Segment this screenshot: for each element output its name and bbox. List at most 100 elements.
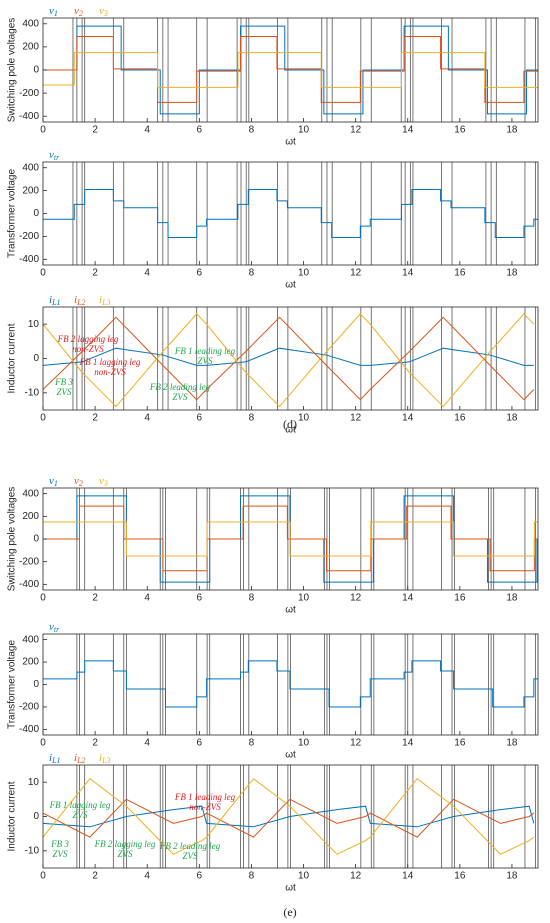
x-tick-label: 14 <box>402 871 414 882</box>
x-tick-label: 14 <box>402 413 414 424</box>
y-tick-label: -200 <box>19 231 39 242</box>
x-axis-label: ωt <box>285 605 296 616</box>
series-label: v1 <box>49 5 58 18</box>
annotation: FB 2 lagging leg <box>94 839 156 849</box>
series-line <box>43 25 538 115</box>
x-tick-label: 2 <box>92 593 98 604</box>
x-tick-label: 2 <box>92 738 98 749</box>
y-axis-label: Transformer voltage <box>7 640 18 730</box>
x-tick-label: 6 <box>197 125 203 136</box>
y-tick-label: 400 <box>22 162 39 173</box>
x-tick-label: 4 <box>144 871 150 882</box>
annotation: non-ZVS <box>189 802 221 812</box>
y-tick-label: 200 <box>22 185 39 196</box>
annotation: ZVS <box>172 392 188 402</box>
x-tick-label: 6 <box>197 413 203 424</box>
y-tick-label: 0 <box>33 811 39 822</box>
plot-area <box>43 162 538 265</box>
x-tick-label: 6 <box>197 738 203 749</box>
y-axis-label: Switching pole voltages <box>7 487 18 592</box>
x-tick-label: 8 <box>249 593 255 604</box>
x-tick-label: 18 <box>506 593 518 604</box>
x-tick-label: 8 <box>249 268 255 279</box>
series-label: v3 <box>99 475 108 488</box>
y-tick-label: 200 <box>22 511 39 522</box>
series-line <box>43 798 535 838</box>
series-line <box>43 660 538 708</box>
annotation: FB 3 <box>50 839 69 849</box>
y-axis-label: Transformer voltage <box>7 169 18 259</box>
annotation: FB 1 leading leg <box>174 346 236 356</box>
y-tick-label: 200 <box>22 42 39 53</box>
x-tick-label: 0 <box>40 593 46 604</box>
x-tick-label: 16 <box>454 593 466 604</box>
series-line <box>43 347 534 366</box>
series-label: vtr <box>49 149 60 162</box>
series-line <box>43 35 538 103</box>
series-line <box>43 805 535 828</box>
x-tick-label: 10 <box>298 268 310 279</box>
series-label: iL1 <box>49 752 61 765</box>
y-tick-label: 200 <box>22 657 39 668</box>
x-tick-label: 16 <box>454 413 466 424</box>
y-tick-label: 400 <box>22 18 39 29</box>
series-label: iL2 <box>74 752 86 765</box>
y-tick-label: -200 <box>19 88 39 99</box>
x-tick-label: 2 <box>92 125 98 136</box>
x-tick-label: 0 <box>40 738 46 749</box>
series-label: v2 <box>74 5 83 18</box>
x-tick-label: 10 <box>298 413 310 424</box>
annotation: ZVS <box>197 356 213 366</box>
x-tick-label: 4 <box>144 268 150 279</box>
annotation: FB 2 leading leg <box>159 841 221 851</box>
annotation: FB 2 leading leg <box>149 382 211 392</box>
x-tick-label: 14 <box>402 268 414 279</box>
x-axis-label: ωt <box>285 425 296 436</box>
y-axis-label: Inductor current <box>7 781 18 851</box>
x-tick-label: 0 <box>40 268 46 279</box>
y-tick-label: 0 <box>33 353 39 364</box>
y-tick-label: 0 <box>33 65 39 76</box>
x-tick-label: 6 <box>197 593 203 604</box>
x-tick-label: 12 <box>350 738 362 749</box>
series-line <box>43 188 538 239</box>
y-tick-label: -10 <box>25 845 40 856</box>
x-tick-label: 18 <box>506 125 518 136</box>
y-tick-label: 10 <box>28 777 40 788</box>
x-tick-label: 4 <box>144 125 150 136</box>
x-tick-label: 10 <box>298 738 310 749</box>
x-tick-label: 2 <box>92 413 98 424</box>
series-line <box>43 316 535 401</box>
annotation: ZVS <box>52 849 68 859</box>
x-tick-label: 8 <box>249 738 255 749</box>
annotation: non-ZVS <box>94 367 126 377</box>
y-tick-label: 0 <box>33 534 39 545</box>
x-axis-label: ωt <box>285 280 296 291</box>
x-tick-label: 2 <box>92 871 98 882</box>
caption: (d) <box>283 417 297 431</box>
x-tick-label: 18 <box>506 413 518 424</box>
x-tick-label: 6 <box>197 268 203 279</box>
annotation: FB 1 lagging leg <box>79 357 141 367</box>
y-tick-label: 0 <box>33 679 39 690</box>
caption: (e) <box>283 905 296 919</box>
y-tick-label: -10 <box>25 387 40 398</box>
y-tick-label: -400 <box>19 724 39 735</box>
y-tick-label: 400 <box>22 488 39 499</box>
annotation: non-ZVS <box>72 344 104 354</box>
y-tick-label: -200 <box>19 556 39 567</box>
x-tick-label: 18 <box>506 871 518 882</box>
annotation: ZVS <box>72 810 88 820</box>
y-tick-label: -400 <box>19 111 39 122</box>
series-label: iL1 <box>49 294 61 307</box>
series-label: v1 <box>49 475 58 488</box>
x-tick-label: 12 <box>350 871 362 882</box>
x-tick-label: 14 <box>402 125 414 136</box>
y-axis-label: Inductor current <box>7 323 18 393</box>
x-tick-label: 18 <box>506 738 518 749</box>
series-line <box>43 778 535 855</box>
series-line <box>43 505 538 572</box>
x-tick-label: 12 <box>350 268 362 279</box>
x-tick-label: 0 <box>40 413 46 424</box>
